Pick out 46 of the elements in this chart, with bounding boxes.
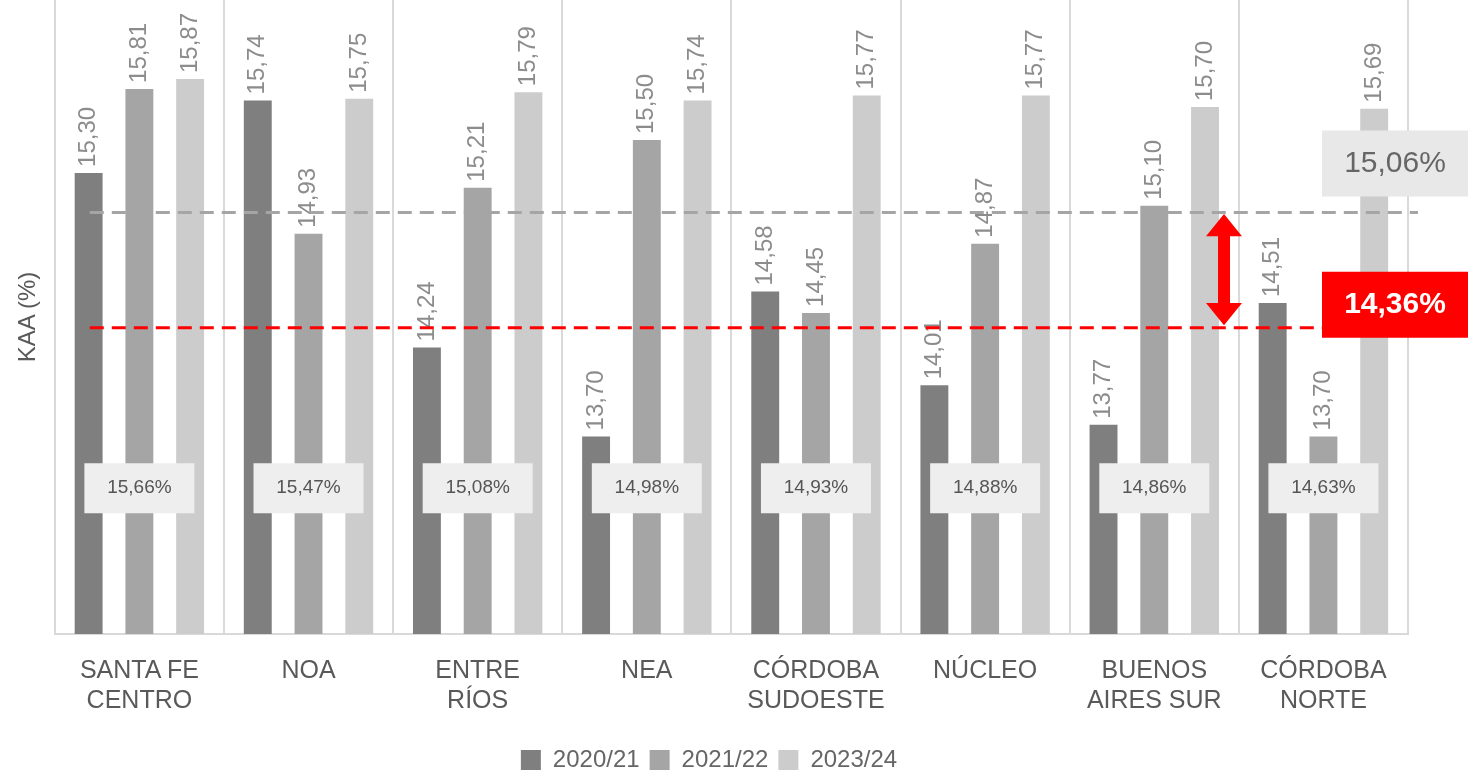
- x-tick-label: NEA: [621, 654, 673, 683]
- data-label: 15,50: [631, 73, 659, 134]
- data-label: 15,69: [1358, 42, 1386, 103]
- data-label: 14,93: [293, 167, 321, 228]
- data-label: 15,77: [1020, 29, 1048, 90]
- data-label: 15,21: [462, 121, 490, 182]
- data-label: 15,30: [73, 106, 101, 167]
- data-label: 13,70: [580, 370, 608, 431]
- legend-label: 2021/22: [681, 744, 769, 772]
- x-tick-label: NOA: [281, 654, 336, 683]
- annotation: 15,66%: [107, 476, 172, 498]
- data-label: 14,24: [411, 281, 439, 342]
- x-tick-label: NÚCLEO: [933, 654, 1038, 683]
- data-label: 14,45: [800, 246, 828, 307]
- x-tick-label: BUENOS AIRES SUR: [1086, 654, 1222, 713]
- x-tick-label: CÓRDOBA NORTE: [1260, 654, 1387, 713]
- annotation: 14,98%: [614, 476, 680, 498]
- data-label: 14,01: [919, 319, 947, 380]
- data-label: 13,70: [1308, 370, 1336, 431]
- data-label: 14,51: [1257, 236, 1285, 297]
- data-label: 15,77: [851, 29, 879, 90]
- data-label: 15,74: [242, 34, 270, 95]
- legend-label: 2023/24: [810, 744, 898, 772]
- data-label: 15,81: [124, 22, 151, 83]
- annotation: 14,63%: [1291, 476, 1356, 498]
- x-tick-label: SANTA FE CENTRO: [79, 654, 199, 713]
- x-tick-label: ENTRE RÍOS: [435, 654, 521, 713]
- x-tick-label: CÓRDOBA SUDOESTE: [747, 654, 885, 713]
- y-axis-title: KAA (%): [13, 271, 41, 363]
- ref-line-label: 15,06%: [1344, 144, 1446, 178]
- data-label: 13,77: [1088, 358, 1116, 419]
- data-label: 14,87: [969, 177, 997, 238]
- data-label: 15,75: [343, 32, 371, 93]
- annotation: 14,93%: [783, 476, 849, 498]
- annotation: 14,88%: [952, 476, 1018, 498]
- annotation: 15,47%: [276, 476, 341, 498]
- legend-label: 2020/21: [552, 744, 640, 772]
- annotation: 14,86%: [1122, 476, 1187, 498]
- annotation: 15,08%: [445, 476, 510, 498]
- data-label: 15,74: [682, 34, 710, 95]
- data-label: 15,70: [1189, 40, 1217, 102]
- data-label: 15,79: [513, 26, 541, 87]
- ref-line-label: 14,36%: [1344, 285, 1446, 319]
- data-label: 15,10: [1138, 139, 1166, 200]
- data-label: 14,58: [749, 225, 777, 286]
- data-label: 15,87: [174, 12, 202, 74]
